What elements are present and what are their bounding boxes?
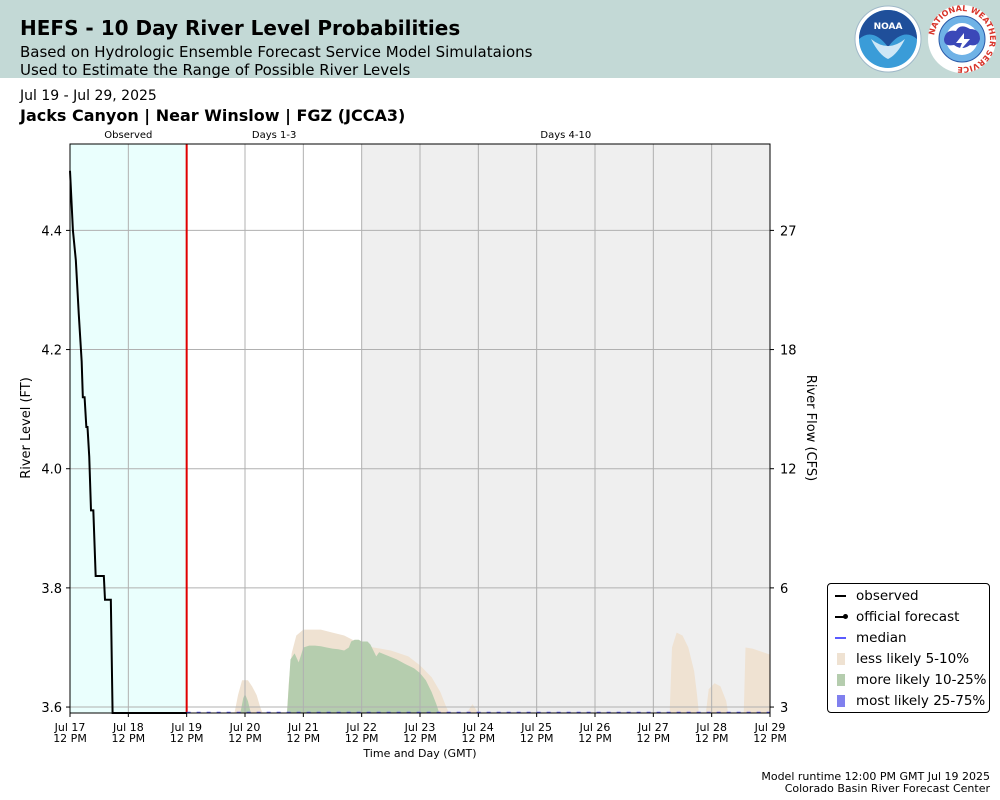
x-tick-label-time: 12 PM (228, 732, 262, 745)
x-tick-label: Jul 23 (404, 721, 436, 734)
period-label: Observed (104, 130, 152, 141)
x-tick-label: Jul 20 (229, 721, 261, 734)
date-range: Jul 19 - Jul 29, 2025 (20, 88, 157, 104)
subtitle-line-1: Based on Hydrologic Ensemble Forecast Se… (20, 43, 533, 61)
y-tick-label-right: 18 (780, 344, 797, 359)
x-tick-label-time: 12 PM (112, 732, 146, 745)
band-less-likely-2 (466, 704, 479, 713)
y-tick-label-left: 4.2 (41, 344, 62, 359)
location-title: Jacks Canyon | Near Winslow | FGZ (JCCA3… (20, 106, 406, 125)
x-tick-label: Jul 19 (170, 721, 202, 734)
x-tick-label-time: 12 PM (287, 732, 321, 745)
days-4-10-background (361, 144, 770, 713)
y-tick-label-right: 27 (780, 224, 797, 239)
band-less-likely-3 (669, 632, 699, 713)
band-less-likely-0 (234, 680, 263, 713)
legend-label-most-likely: most likely 25-75% (856, 693, 986, 709)
noaa-logo: NOAA (854, 5, 922, 73)
y-tick-label-right: 12 (780, 463, 797, 478)
y-tick-label-left: 4.4 (41, 224, 62, 239)
legend-item-more-likely: more likely 10-25% (832, 671, 987, 689)
nws-logo: NATIONAL WEATHER SERVICE (927, 4, 997, 74)
legend-label-official-forecast: official forecast (856, 609, 960, 625)
legend-label-less-likely: less likely 5-10% (856, 651, 970, 667)
legend-label-observed: observed (856, 588, 919, 604)
x-tick-label-time: 12 PM (345, 732, 379, 745)
legend-item-observed: observed (832, 587, 919, 605)
band-more-likely-0 (240, 693, 251, 713)
x-tick-label: Jul 22 (345, 721, 377, 734)
model-runtime: Model runtime 12:00 PM GMT Jul 19 2025 (761, 770, 990, 783)
x-tick-label-time: 12 PM (520, 732, 554, 745)
noaa-logo-text: NOAA (874, 22, 903, 32)
y-tick-label-left: 3.6 (41, 701, 62, 716)
x-tick-label-time: 12 PM (403, 732, 437, 745)
x-tick-label: Jul 25 (520, 721, 552, 734)
legend-item-less-likely: less likely 5-10% (832, 650, 969, 668)
x-tick-label: Jul 18 (112, 721, 144, 734)
x-tick-label-time: 12 PM (637, 732, 671, 745)
forecast-center: Colorado Basin River Forecast Center (784, 782, 990, 795)
y-tick-label-left: 4.0 (41, 463, 62, 478)
legend-label-more-likely: more likely 10-25% (856, 672, 987, 688)
x-axis-label: Time and Day (GMT) (362, 747, 476, 760)
x-tick-label-time: 12 PM (170, 732, 204, 745)
x-tick-label: Jul 27 (637, 721, 669, 734)
chart-legend: observed official forecast median less l… (827, 583, 990, 713)
legend-item-median: median (832, 629, 907, 647)
legend-item-most-likely: most likely 25-75% (832, 692, 985, 710)
x-tick-label-time: 12 PM (462, 732, 496, 745)
subtitle-line-2: Used to Estimate the Range of Possible R… (20, 61, 411, 79)
x-tick-label: Jul 17 (54, 721, 86, 734)
page-title: HEFS - 10 Day River Level Probabilities (20, 16, 461, 40)
period-label: Days 1-3 (252, 130, 296, 141)
y-tick-label-right: 3 (780, 701, 788, 716)
y-tick-label-left: 3.8 (41, 582, 62, 597)
legend-label-median: median (856, 630, 907, 646)
x-tick-label-time: 12 PM (695, 732, 729, 745)
period-label: Days 4-10 (540, 130, 591, 141)
x-tick-label: Jul 26 (579, 721, 611, 734)
x-tick-label: Jul 24 (462, 721, 494, 734)
header-banner: HEFS - 10 Day River Level Probabilities … (0, 0, 1000, 79)
y-tick-label-right: 6 (780, 582, 788, 597)
x-tick-label: Jul 21 (287, 721, 319, 734)
y-axis-label-right: River Flow (CFS) (803, 375, 818, 481)
y-axis-label-left: River Level (FT) (19, 377, 34, 479)
x-tick-label: Jul 28 (695, 721, 727, 734)
band-more-likely-1 (287, 639, 440, 713)
plot-frame (69, 143, 771, 714)
x-tick-label-time: 12 PM (578, 732, 612, 745)
legend-item-official-forecast: official forecast (832, 608, 959, 626)
x-tick-label-time: 12 PM (53, 732, 87, 745)
band-less-likely-5 (743, 647, 770, 713)
x-tick-label-time: 12 PM (753, 732, 787, 745)
x-tick-label: Jul 29 (754, 721, 786, 734)
